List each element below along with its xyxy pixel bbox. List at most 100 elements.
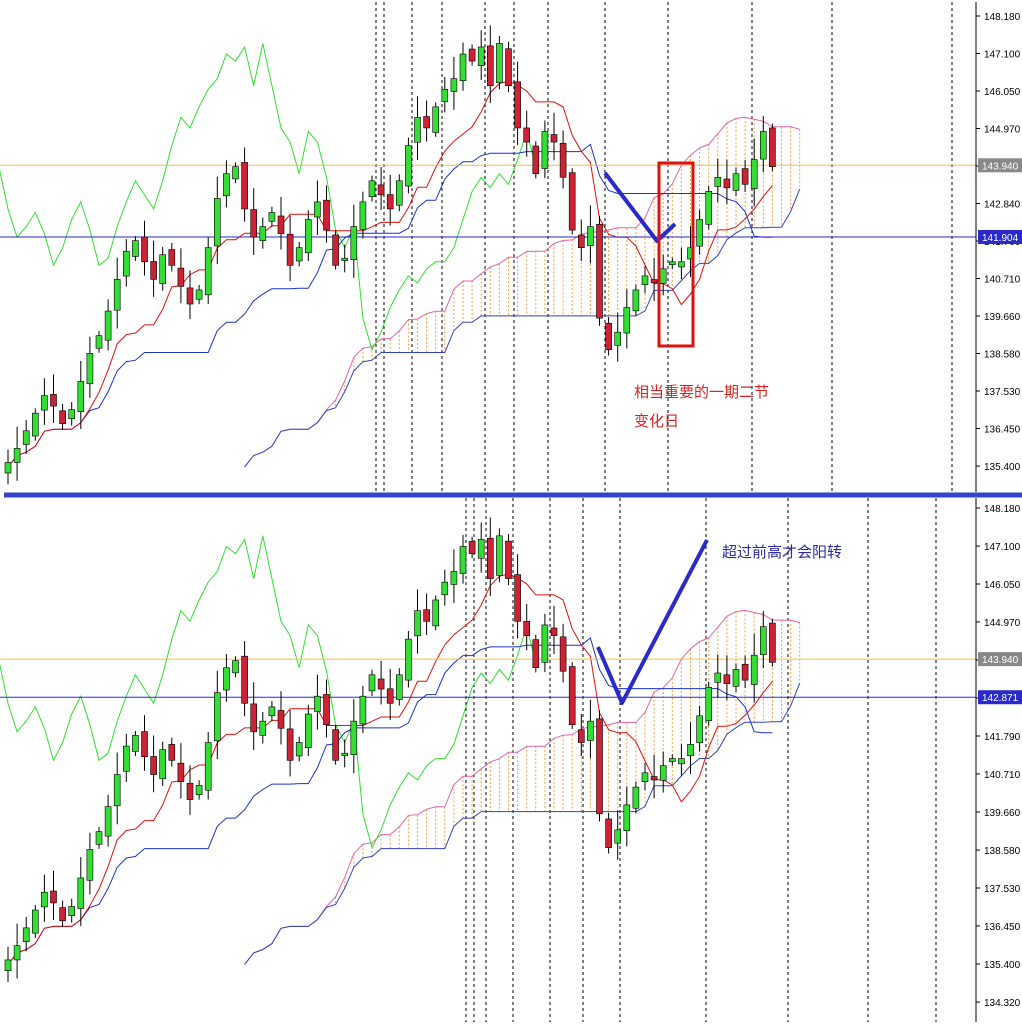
candle-body-up [95, 831, 103, 845]
candle-body-up [4, 959, 12, 971]
price-tick-label: 148.180 [984, 504, 1021, 515]
candle [568, 662, 576, 730]
price-tick-label: 146.050 [984, 580, 1021, 591]
candle [468, 536, 476, 559]
panel-top: 148.180 147.100 146.050 144.970 143.940 142.8… [0, 2, 1022, 492]
change-day-box [657, 161, 695, 348]
candle [468, 44, 476, 66]
candle [769, 618, 776, 667]
candle-body-up [732, 173, 740, 191]
candle [632, 284, 640, 316]
candle [232, 656, 239, 678]
candle-body-up [678, 261, 685, 268]
candle-body-up [41, 395, 48, 411]
price-tick-label: 137.530 [984, 387, 1021, 398]
candle-body-up [259, 720, 267, 736]
candle [123, 733, 130, 782]
candle-body-up [295, 247, 303, 262]
candle-body-down [186, 287, 194, 305]
candle [423, 593, 430, 636]
candle-body-up [368, 674, 376, 692]
candle-body-up [414, 610, 421, 637]
candle-body-down [596, 718, 603, 815]
candle-body-up [159, 749, 166, 780]
candle [377, 660, 385, 705]
candle-body-up [395, 674, 403, 700]
price-tick-label: 142.840 [984, 200, 1021, 211]
candle-body-down [505, 48, 512, 87]
candle [113, 752, 121, 825]
candle [186, 270, 194, 320]
candle-body-up [641, 275, 649, 285]
candle-body-up [405, 638, 412, 681]
candle-body-down [577, 729, 585, 743]
candle [723, 655, 731, 701]
candle-body-down [250, 703, 257, 733]
senkou-span-b-line [244, 188, 801, 468]
candle [132, 730, 139, 756]
candle-body-down [650, 776, 658, 781]
candle-body-up [232, 166, 239, 180]
candle [623, 289, 631, 349]
candle [477, 30, 485, 80]
price-tick-label: 134.320 [984, 998, 1021, 1009]
candle [195, 780, 203, 800]
candle [450, 549, 458, 603]
price-tick-label: 136.450 [984, 922, 1021, 933]
candle-body-down [250, 209, 257, 238]
chikou-span-line [0, 535, 537, 850]
candle [414, 589, 421, 654]
candle [759, 611, 767, 668]
candle-body-up [77, 381, 85, 412]
candle [223, 654, 230, 702]
candle [104, 299, 112, 351]
candle-body-up [614, 829, 622, 844]
candle-body-up [95, 335, 103, 349]
candle [204, 237, 212, 305]
candle-body-down [568, 666, 576, 726]
candle-body-down [596, 223, 603, 319]
candle-body-down [150, 261, 157, 280]
candle-body-up [13, 945, 21, 961]
price-axis: 148.180 147.100 146.050 144.970 143.940 142.8… [975, 498, 1022, 1022]
candle-body-down [486, 537, 494, 579]
candle-body-up [477, 539, 485, 559]
candle [295, 736, 303, 762]
candle [614, 810, 622, 860]
candle-body-up [432, 599, 440, 627]
plot-area [0, 498, 976, 1022]
candle [59, 403, 66, 431]
candle-body-up [204, 742, 212, 791]
candle-body-down [168, 249, 176, 266]
candle-body-down [141, 731, 148, 758]
candle-body-up [432, 106, 440, 133]
candle-body-up [41, 891, 48, 908]
candle-body-up [496, 43, 503, 83]
panel-bottom: 148.180 147.100 146.050 144.970 143.940 142.8… [0, 498, 1022, 1022]
candle-body-up [587, 720, 594, 741]
candle [350, 204, 358, 278]
candle [314, 180, 321, 235]
candle [186, 765, 194, 815]
candle-body-down [177, 267, 185, 287]
candle-body-up [750, 159, 758, 189]
candle [214, 670, 221, 760]
candle [204, 731, 212, 800]
annotation-change-day-line2: 变化日 [634, 412, 680, 430]
candle-body-up [314, 695, 321, 712]
candle [13, 426, 21, 481]
candle [550, 605, 558, 655]
candle [659, 751, 667, 793]
candle-body-up [104, 310, 112, 341]
candle [31, 905, 39, 938]
price-marker-label: 141.904 [982, 233, 1019, 244]
candle-body-up [705, 191, 713, 225]
candle [523, 110, 531, 157]
candle-body-down [577, 234, 585, 248]
candle [304, 210, 312, 262]
candle [177, 248, 185, 304]
candle [332, 725, 339, 765]
candle [386, 668, 394, 721]
candle [277, 691, 285, 745]
